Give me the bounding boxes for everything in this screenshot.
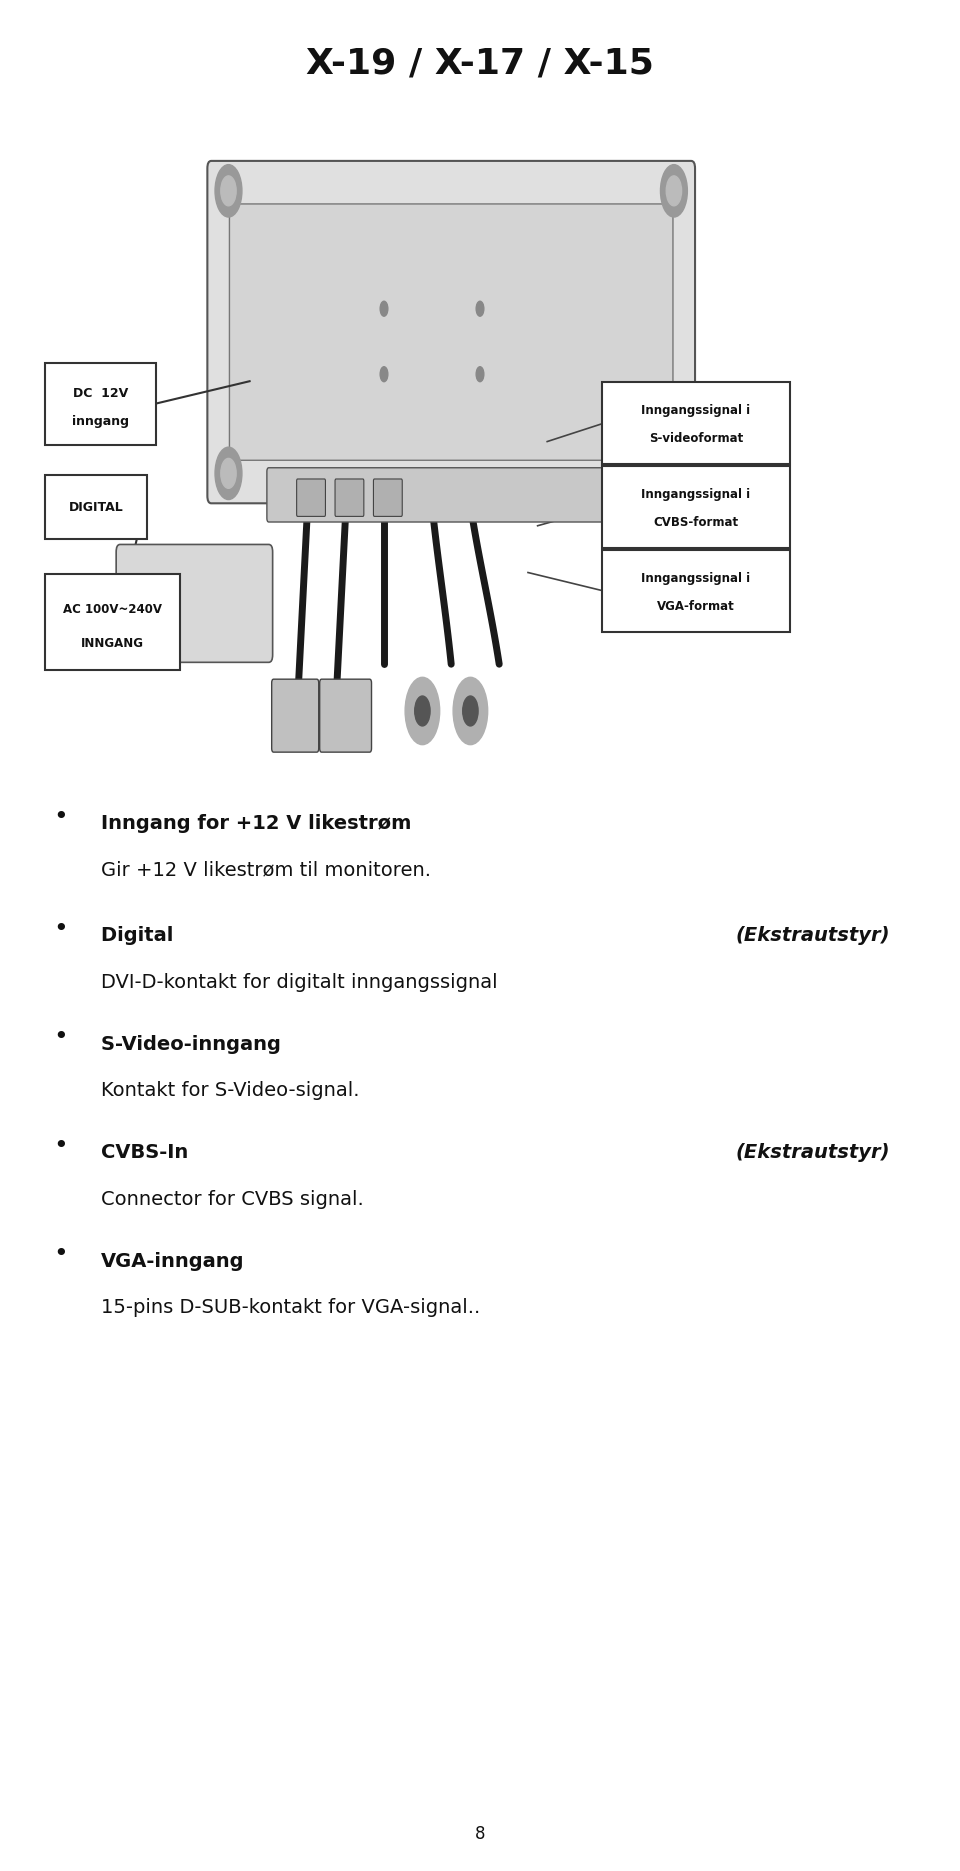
Circle shape bbox=[215, 447, 242, 500]
Circle shape bbox=[215, 165, 242, 217]
Circle shape bbox=[415, 696, 430, 726]
FancyBboxPatch shape bbox=[602, 550, 790, 632]
Circle shape bbox=[666, 176, 682, 206]
Text: INNGANG: INNGANG bbox=[82, 636, 144, 649]
Circle shape bbox=[660, 447, 687, 500]
Circle shape bbox=[453, 677, 488, 745]
Text: •: • bbox=[53, 1242, 67, 1267]
FancyBboxPatch shape bbox=[602, 382, 790, 464]
FancyBboxPatch shape bbox=[373, 479, 402, 516]
Circle shape bbox=[476, 301, 484, 316]
Text: •: • bbox=[53, 1025, 67, 1050]
FancyBboxPatch shape bbox=[272, 679, 319, 752]
Text: Connector for CVBS signal.: Connector for CVBS signal. bbox=[101, 1190, 364, 1209]
Text: •: • bbox=[53, 1134, 67, 1158]
Text: DVI-D-kontakt for digitalt inngangssignal: DVI-D-kontakt for digitalt inngangssigna… bbox=[101, 973, 497, 992]
Text: Gir +12 V likestrøm til monitoren.: Gir +12 V likestrøm til monitoren. bbox=[101, 861, 431, 879]
Text: S-videoformat: S-videoformat bbox=[649, 432, 743, 445]
Text: Kontakt for S-Video-signal.: Kontakt for S-Video-signal. bbox=[101, 1081, 359, 1100]
FancyBboxPatch shape bbox=[45, 475, 147, 539]
Circle shape bbox=[380, 301, 388, 316]
Circle shape bbox=[660, 165, 687, 217]
Text: Digital: Digital bbox=[101, 926, 180, 945]
Text: 8: 8 bbox=[475, 1824, 485, 1843]
FancyBboxPatch shape bbox=[335, 479, 364, 516]
FancyBboxPatch shape bbox=[602, 466, 790, 548]
Text: CVBS-In: CVBS-In bbox=[101, 1143, 195, 1162]
Circle shape bbox=[221, 176, 236, 206]
Text: VGA-inngang: VGA-inngang bbox=[101, 1252, 244, 1270]
Circle shape bbox=[463, 696, 478, 726]
Text: (Ekstrautstyr): (Ekstrautstyr) bbox=[735, 926, 890, 945]
Text: inngang: inngang bbox=[72, 415, 130, 428]
Text: AC 100V~240V: AC 100V~240V bbox=[63, 602, 162, 616]
Text: CVBS-format: CVBS-format bbox=[654, 516, 738, 529]
Text: Inngangssignal i: Inngangssignal i bbox=[641, 488, 751, 501]
Text: 15-pins D-SUB-kontakt for VGA-signal..: 15-pins D-SUB-kontakt for VGA-signal.. bbox=[101, 1298, 480, 1317]
Circle shape bbox=[476, 367, 484, 382]
Text: DC  12V: DC 12V bbox=[73, 387, 129, 400]
Circle shape bbox=[380, 367, 388, 382]
Text: DIGITAL: DIGITAL bbox=[68, 501, 124, 513]
Circle shape bbox=[666, 458, 682, 488]
Text: Inngangssignal i: Inngangssignal i bbox=[641, 404, 751, 417]
FancyBboxPatch shape bbox=[267, 468, 636, 522]
FancyBboxPatch shape bbox=[297, 479, 325, 516]
FancyBboxPatch shape bbox=[207, 161, 695, 503]
Text: Inngang for +12 V likestrøm: Inngang for +12 V likestrøm bbox=[101, 814, 411, 833]
Text: •: • bbox=[53, 805, 67, 829]
Text: X-19 / X-17 / X-15: X-19 / X-17 / X-15 bbox=[306, 47, 654, 80]
Text: VGA-format: VGA-format bbox=[658, 601, 734, 614]
Text: Inngangssignal i: Inngangssignal i bbox=[641, 573, 751, 586]
Text: (Ekstrautstyr): (Ekstrautstyr) bbox=[735, 1143, 890, 1162]
FancyBboxPatch shape bbox=[229, 204, 673, 460]
FancyBboxPatch shape bbox=[116, 544, 273, 662]
Text: •: • bbox=[53, 917, 67, 941]
FancyBboxPatch shape bbox=[45, 363, 156, 445]
Circle shape bbox=[405, 677, 440, 745]
Text: S-Video-inngang: S-Video-inngang bbox=[101, 1035, 287, 1053]
FancyBboxPatch shape bbox=[45, 574, 180, 670]
FancyBboxPatch shape bbox=[320, 679, 372, 752]
FancyBboxPatch shape bbox=[89, 582, 124, 631]
Circle shape bbox=[221, 458, 236, 488]
